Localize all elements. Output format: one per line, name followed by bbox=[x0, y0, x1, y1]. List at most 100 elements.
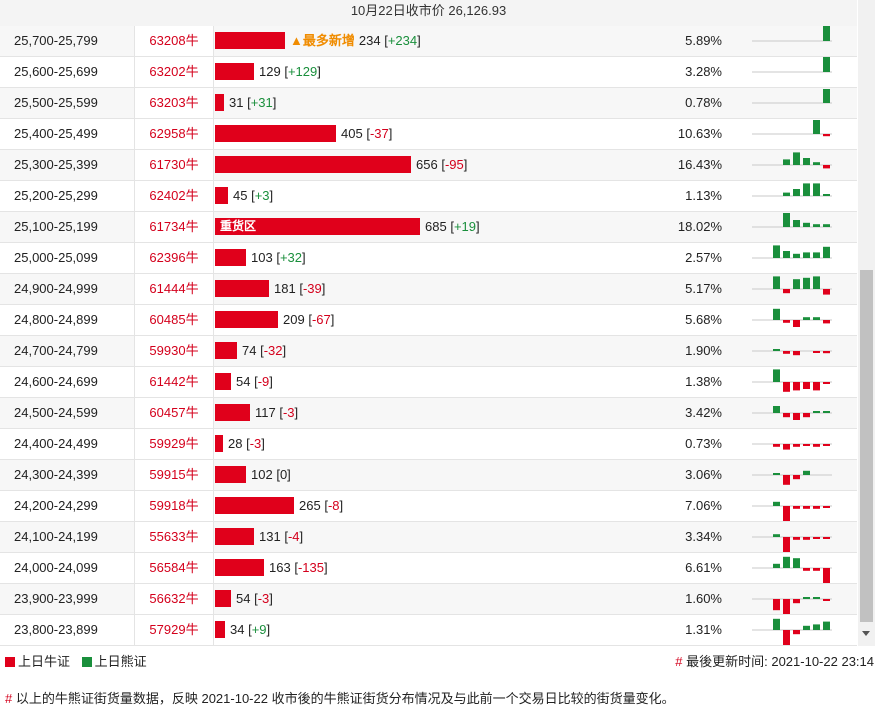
percentage: 1.90% bbox=[685, 343, 722, 358]
sparkline-bar bbox=[773, 599, 780, 611]
sparkline-bar bbox=[813, 317, 820, 320]
cbbc-code[interactable]: 59918牛 bbox=[134, 491, 214, 521]
sparkline-bar bbox=[813, 506, 820, 509]
table-row: 24,800-24,899 60485牛 209 [-67] 5.68% bbox=[0, 305, 857, 336]
cbbc-code[interactable]: 61730牛 bbox=[134, 150, 214, 180]
cbbc-code[interactable]: 61734牛 bbox=[134, 212, 214, 242]
sparkline-bar bbox=[783, 351, 790, 354]
volume-change: -67 bbox=[311, 312, 331, 327]
cbbc-code[interactable]: 63203牛 bbox=[134, 88, 214, 118]
hash-mark: # bbox=[5, 691, 13, 706]
cbbc-code[interactable]: 62396牛 bbox=[134, 243, 214, 273]
cbbc-code[interactable]: 60485牛 bbox=[134, 305, 214, 335]
sparkline-bar bbox=[773, 276, 780, 289]
cbbc-code[interactable]: 56632牛 bbox=[134, 584, 214, 614]
cbbc-code[interactable]: 62958牛 bbox=[134, 119, 214, 149]
percentage: 1.38% bbox=[685, 374, 722, 389]
hash-mark: # bbox=[675, 654, 683, 669]
volume-count: 181 bbox=[274, 281, 296, 296]
volume-value: 54 [-9] bbox=[236, 374, 273, 389]
percentage: 3.34% bbox=[685, 529, 722, 544]
table-row: 25,300-25,399 61730牛 656 [-95] 16.43% bbox=[0, 150, 857, 181]
legend: 上日牛证 上日熊证 bbox=[5, 654, 155, 670]
cbbc-code[interactable]: 62402牛 bbox=[134, 181, 214, 211]
sparkline-bar bbox=[813, 162, 820, 165]
volume-value: 103 [+32] bbox=[251, 250, 306, 265]
scrollbar-thumb[interactable] bbox=[860, 270, 873, 622]
scrollbar[interactable] bbox=[858, 0, 875, 646]
price-range: 24,800-24,899 bbox=[14, 312, 98, 327]
volume-value: 129 [+129] bbox=[259, 64, 321, 79]
volume-change: -95 bbox=[444, 157, 464, 172]
percentage: 3.06% bbox=[685, 467, 722, 482]
volume-change: -135 bbox=[297, 560, 324, 575]
table-row: 24,000-24,099 56584牛 163 [-135] 6.61% bbox=[0, 553, 857, 584]
cbbc-code[interactable]: 57929牛 bbox=[134, 615, 214, 645]
percentage: 5.68% bbox=[685, 312, 722, 327]
sparkline-bar bbox=[813, 568, 820, 571]
price-range: 25,400-25,499 bbox=[14, 126, 98, 141]
sparkline-bar bbox=[823, 621, 830, 630]
most-new-tag: ▲最多新增 bbox=[290, 33, 355, 48]
cbbc-code[interactable]: 59929牛 bbox=[134, 429, 214, 459]
sparkline-bar bbox=[803, 222, 810, 227]
sparkline-bar bbox=[823, 26, 830, 41]
cbbc-code[interactable]: 61444牛 bbox=[134, 274, 214, 304]
sparkline-bar bbox=[813, 120, 820, 134]
change-sparkline bbox=[752, 501, 832, 521]
volume-count: 405 bbox=[341, 126, 363, 141]
sparkline-bar bbox=[813, 382, 820, 391]
sparkline-bar bbox=[813, 597, 820, 599]
cbbc-code[interactable]: 59930牛 bbox=[134, 336, 214, 366]
cbbc-code[interactable]: 61442牛 bbox=[134, 367, 214, 397]
last-updated: # 最後更新时间: 2021-10-22 23:14 bbox=[675, 654, 874, 670]
sparkline-bar bbox=[803, 277, 810, 289]
volume-value: 656 [-95] bbox=[416, 157, 468, 172]
sparkline-bar bbox=[793, 630, 800, 635]
volume-change: +9 bbox=[251, 622, 267, 637]
volume-count: 265 bbox=[299, 498, 321, 513]
sparkline-bar bbox=[783, 506, 790, 521]
sparkline-bar bbox=[793, 599, 800, 604]
cbbc-code[interactable]: 56584牛 bbox=[134, 553, 214, 583]
cbbc-code[interactable]: 63208牛 bbox=[134, 26, 214, 56]
footnote-text: 以上的牛熊证街货量数据，反映 2021-10-22 收市後的牛熊证街货分布情况及… bbox=[15, 691, 675, 706]
cbbc-code[interactable]: 55633牛 bbox=[134, 522, 214, 552]
change-sparkline bbox=[752, 183, 832, 197]
price-range: 25,700-25,799 bbox=[14, 33, 98, 48]
change-sparkline bbox=[752, 120, 832, 137]
sparkline-bar bbox=[783, 556, 790, 568]
price-range: 24,700-24,799 bbox=[14, 343, 98, 358]
sparkline-bar bbox=[823, 351, 830, 354]
price-range: 24,200-24,299 bbox=[14, 498, 98, 513]
volume-value: 181 [-39] bbox=[274, 281, 326, 296]
sparkline-bar bbox=[813, 411, 820, 413]
sparkline-bar bbox=[813, 276, 820, 289]
sparkline-bar bbox=[783, 159, 790, 165]
sparkline-bar bbox=[823, 89, 830, 103]
volume-value: 117 [-3] bbox=[255, 405, 299, 420]
bear-swatch-icon bbox=[81, 657, 92, 667]
price-range: 24,500-24,599 bbox=[14, 405, 98, 420]
volume-bar bbox=[215, 311, 278, 328]
sparkline-bar bbox=[773, 618, 780, 630]
cbbc-code[interactable]: 60457牛 bbox=[134, 398, 214, 428]
volume-count: 31 bbox=[229, 95, 244, 110]
scroll-down-icon[interactable] bbox=[862, 631, 870, 636]
price-range: 25,500-25,599 bbox=[14, 95, 98, 110]
volume-count: 234 bbox=[358, 33, 381, 48]
volume-change: -3 bbox=[249, 436, 262, 451]
sparkline-bar bbox=[803, 470, 810, 475]
volume-value: 209 [-67] bbox=[283, 312, 335, 327]
table-row: 24,900-24,999 61444牛 181 [-39] 5.17% bbox=[0, 274, 857, 305]
volume-bar bbox=[215, 559, 264, 576]
cbbc-code[interactable]: 59915牛 bbox=[134, 460, 214, 490]
table-row: 25,400-25,499 62958牛 405 [-37] 10.63% bbox=[0, 119, 857, 150]
sparkline-bar bbox=[813, 351, 820, 353]
change-sparkline bbox=[752, 26, 832, 42]
last-updated-text: 最後更新时间: 2021-10-22 23:14 bbox=[686, 654, 874, 669]
volume-bar bbox=[215, 497, 294, 514]
cbbc-code[interactable]: 63202牛 bbox=[134, 57, 214, 87]
volume-bar bbox=[215, 435, 223, 452]
legend-bull-label: 上日牛证 bbox=[18, 654, 71, 669]
